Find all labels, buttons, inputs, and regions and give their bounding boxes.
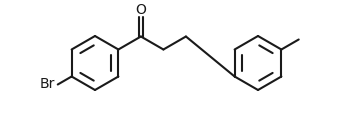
Text: O: O [135,2,146,17]
Text: Br: Br [39,78,55,91]
